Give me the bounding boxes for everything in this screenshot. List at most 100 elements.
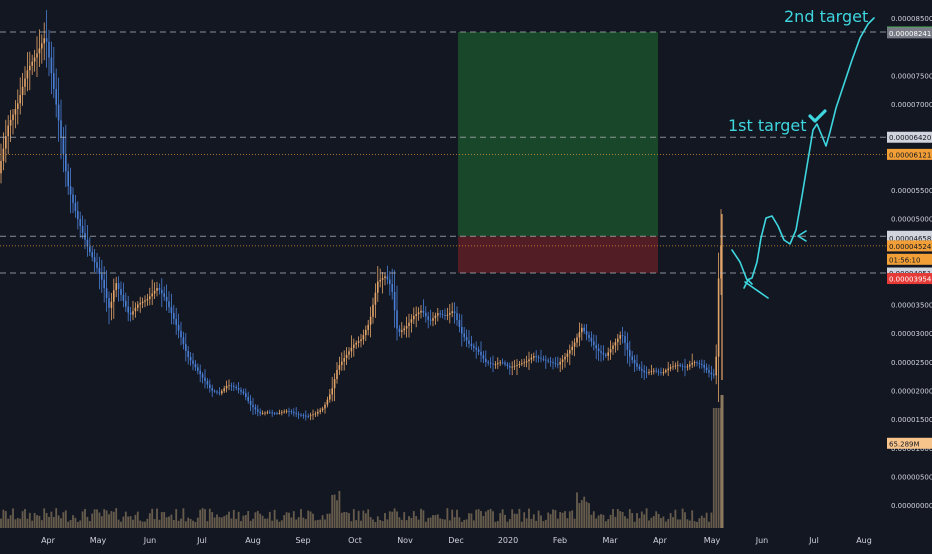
volume-bar	[566, 518, 569, 528]
volume-bar	[468, 513, 470, 528]
candle-body	[317, 411, 319, 414]
x-axis[interactable]: Apr May Jun Jul Aug Sep Oct Nov Dec 2020 Feb Mar Apr…	[41, 536, 872, 545]
volume-bar	[216, 514, 218, 528]
volume-bar	[396, 511, 398, 528]
volume-bar	[237, 511, 240, 528]
candle-body	[511, 366, 513, 368]
candle-body	[72, 194, 74, 203]
candle-body	[660, 372, 662, 374]
volume-bar	[403, 512, 406, 528]
volume-bar	[650, 517, 653, 528]
volume-bar	[544, 519, 547, 528]
volume-bar	[218, 517, 221, 528]
candle-body	[12, 114, 14, 121]
candle-body	[653, 370, 655, 372]
candle-body	[698, 363, 701, 364]
volume-bar	[271, 520, 274, 528]
candle-body	[667, 368, 669, 371]
volume-bar	[26, 518, 29, 528]
volume-bar	[295, 519, 298, 528]
volume-bar	[261, 515, 264, 528]
candle-body	[650, 371, 653, 373]
price-label-box	[887, 253, 932, 265]
volume-bar	[129, 516, 132, 528]
volume-bar	[108, 514, 110, 528]
volume-bar	[211, 512, 214, 528]
candle-body	[74, 202, 77, 212]
target-zone[interactable]	[458, 32, 658, 237]
candle-body	[429, 319, 432, 321]
volume-bar	[590, 514, 593, 528]
y-tick-label: 0.00005000	[891, 216, 932, 224]
volume-bar	[206, 521, 209, 528]
volume-bar	[223, 516, 226, 528]
candle-body	[77, 211, 79, 220]
candle-body	[211, 387, 213, 391]
y-tick-label: 0.00002000	[891, 388, 932, 396]
y-axis[interactable]: 0.00008500 0.00007500 0.00007000 0.00005500…	[891, 15, 932, 510]
volume-bar	[708, 521, 710, 528]
candle-body	[197, 367, 199, 371]
volume-bar	[285, 512, 288, 528]
volume-bar	[612, 508, 614, 528]
volume-bar	[583, 496, 586, 528]
volume-bar	[688, 520, 691, 528]
volume-bar	[628, 509, 631, 528]
candle-body	[283, 411, 285, 413]
candle-body	[456, 313, 458, 321]
candle-body	[480, 351, 482, 356]
candle-body	[199, 370, 201, 375]
candle-body	[108, 298, 110, 308]
candle-body	[672, 366, 674, 368]
stop-zone[interactable]	[458, 236, 658, 273]
volume-bar	[228, 511, 230, 528]
volume-bar	[278, 521, 281, 528]
volume-bar	[336, 500, 338, 528]
candle-body	[353, 344, 355, 348]
candle-body	[715, 356, 717, 376]
candle-body	[57, 104, 60, 121]
candle-body	[161, 289, 163, 294]
volume-bar	[340, 512, 343, 528]
x-tick-label: Apr	[653, 536, 668, 545]
volume-bar	[256, 510, 259, 528]
volume-bar	[328, 513, 331, 528]
volume-bar	[564, 511, 566, 528]
volume-bar	[134, 514, 137, 528]
candle-body	[542, 358, 545, 360]
volume-bar	[355, 520, 358, 528]
volume-bar	[264, 518, 266, 528]
volume-bar	[86, 516, 89, 528]
candle-body	[93, 257, 96, 263]
volume-bar	[381, 521, 384, 528]
volume-bar	[585, 501, 588, 528]
projection-drawing[interactable]	[731, 17, 875, 299]
volume-bar	[43, 508, 46, 528]
candle-body	[36, 53, 38, 58]
x-tick-label: May	[704, 536, 721, 545]
volume-bar	[520, 521, 523, 528]
candle-body	[331, 388, 333, 395]
volume-bar	[633, 521, 636, 528]
candle-body	[60, 120, 62, 137]
volume-bar	[470, 513, 473, 528]
candle-body	[468, 340, 470, 344]
volume-bar	[648, 520, 650, 528]
candle-body	[43, 38, 45, 44]
volume-bar	[717, 408, 720, 528]
volume-bar	[57, 515, 60, 528]
volume-bar	[444, 519, 446, 528]
horizontal-lines[interactable]	[0, 31, 886, 274]
candle-body	[619, 335, 621, 339]
candle-body	[259, 411, 261, 414]
volume-bar	[698, 518, 701, 528]
candle-body	[113, 290, 115, 302]
volume-bar	[2, 509, 5, 528]
volume-bar	[621, 511, 624, 528]
projection-path-main	[731, 17, 875, 281]
candle-body	[333, 379, 336, 389]
candle-body	[566, 353, 569, 357]
volume-bar	[720, 395, 724, 528]
